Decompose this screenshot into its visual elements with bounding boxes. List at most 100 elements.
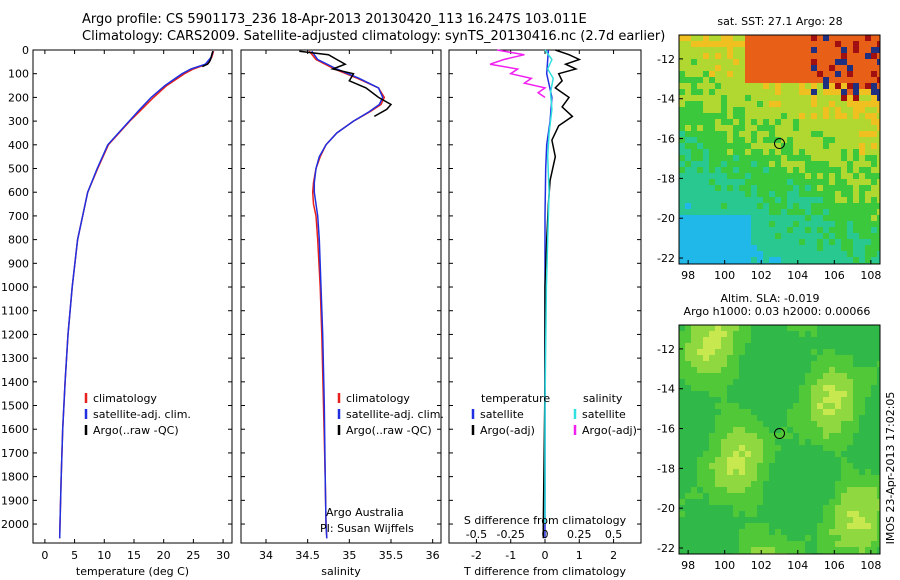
- map-cell: [817, 553, 823, 554]
- map-cell: [685, 215, 691, 221]
- map-cell: [691, 523, 697, 529]
- map-cell: [829, 403, 835, 409]
- map-cell: [871, 179, 877, 185]
- map-cell: [691, 373, 697, 379]
- map-cell: [781, 421, 787, 427]
- map-cell: [865, 529, 871, 535]
- map-cell: [799, 131, 805, 137]
- map-cell: [823, 529, 829, 535]
- map-cell: [787, 403, 793, 409]
- map-cell: [811, 89, 817, 95]
- map-cell: [697, 433, 703, 439]
- map-cell: [805, 535, 811, 541]
- map-cell: [823, 137, 829, 143]
- map-cell: [853, 325, 859, 331]
- map-cell: [763, 35, 769, 41]
- map-cell: [835, 463, 841, 469]
- map-cell: [865, 125, 871, 131]
- map-cell: [787, 191, 793, 197]
- map-cell: [859, 65, 865, 71]
- map-cell: [865, 499, 871, 505]
- map-cell: [817, 337, 823, 343]
- map-cell: [691, 71, 697, 77]
- map-cell: [697, 125, 703, 131]
- map-cell: [691, 361, 697, 367]
- map-cell: [787, 481, 793, 487]
- map-cell: [871, 257, 877, 263]
- map-cell: [823, 511, 829, 517]
- map-cell: [769, 245, 775, 251]
- map-cell: [721, 71, 727, 77]
- map-cell: [805, 245, 811, 251]
- difference-series-line: [542, 49, 582, 539]
- map-cell: [793, 553, 799, 554]
- sla_map-x-tick-label: 102: [751, 559, 772, 572]
- map-cell: [829, 523, 835, 529]
- map-cell: [703, 221, 709, 227]
- map-cell: [691, 83, 697, 89]
- map-cell: [817, 41, 823, 47]
- map-cell: [859, 71, 865, 77]
- map-cell: [709, 331, 715, 337]
- map-cell: [721, 463, 727, 469]
- map-cell: [721, 215, 727, 221]
- map-cell: [751, 179, 757, 185]
- map-cell: [787, 499, 793, 505]
- map-cell: [841, 107, 847, 113]
- salinity-x-label: salinity: [321, 565, 361, 578]
- map-cell: [799, 367, 805, 373]
- map-cell: [877, 553, 880, 554]
- map-cell: [835, 523, 841, 529]
- map-cell: [793, 403, 799, 409]
- depth-tick-label: 400: [8, 139, 29, 152]
- map-cell: [733, 101, 739, 107]
- map-cell: [727, 367, 733, 373]
- map-cell: [847, 233, 853, 239]
- map-cell: [865, 227, 871, 233]
- map-cell: [709, 245, 715, 251]
- map-cell: [709, 517, 715, 523]
- map-cell: [799, 47, 805, 53]
- map-cell: [859, 367, 865, 373]
- map-cell: [811, 367, 817, 373]
- map-cell: [775, 125, 781, 131]
- map-cell: [817, 203, 823, 209]
- map-cell: [757, 457, 763, 463]
- map-cell: [679, 361, 685, 367]
- map-cell: [763, 487, 769, 493]
- sst_map-y-tick-label: -18: [657, 172, 675, 185]
- map-cell: [799, 325, 805, 331]
- map-cell: [871, 367, 877, 373]
- map-cell: [691, 463, 697, 469]
- map-cell: [781, 221, 787, 227]
- map-cell: [829, 547, 835, 553]
- map-cell: [745, 349, 751, 355]
- map-cell: [787, 173, 793, 179]
- map-cell: [733, 487, 739, 493]
- map-cell: [865, 391, 871, 397]
- map-cell: [793, 209, 799, 215]
- map-cell: [871, 511, 877, 517]
- map-cell: [703, 251, 709, 257]
- map-cell: [877, 529, 880, 535]
- map-cell: [805, 379, 811, 385]
- map-cell: [757, 71, 763, 77]
- map-cell: [787, 475, 793, 481]
- depth-tick-label: 500: [8, 163, 29, 176]
- map-cell: [859, 343, 865, 349]
- map-cell: [787, 391, 793, 397]
- map-cell: [679, 343, 685, 349]
- map-cell: [709, 523, 715, 529]
- figure-title-line2: Climatology: CARS2009. Satellite-adjuste…: [82, 29, 666, 44]
- map-cell: [817, 155, 823, 161]
- map-cell: [811, 65, 817, 71]
- map-cell: [709, 421, 715, 427]
- map-cell: [685, 263, 691, 264]
- map-cell: [715, 535, 721, 541]
- map-cell: [811, 541, 817, 547]
- map-cell: [763, 71, 769, 77]
- map-cell: [775, 143, 781, 149]
- map-cell: [715, 433, 721, 439]
- map-cell: [751, 185, 757, 191]
- map-cell: [769, 361, 775, 367]
